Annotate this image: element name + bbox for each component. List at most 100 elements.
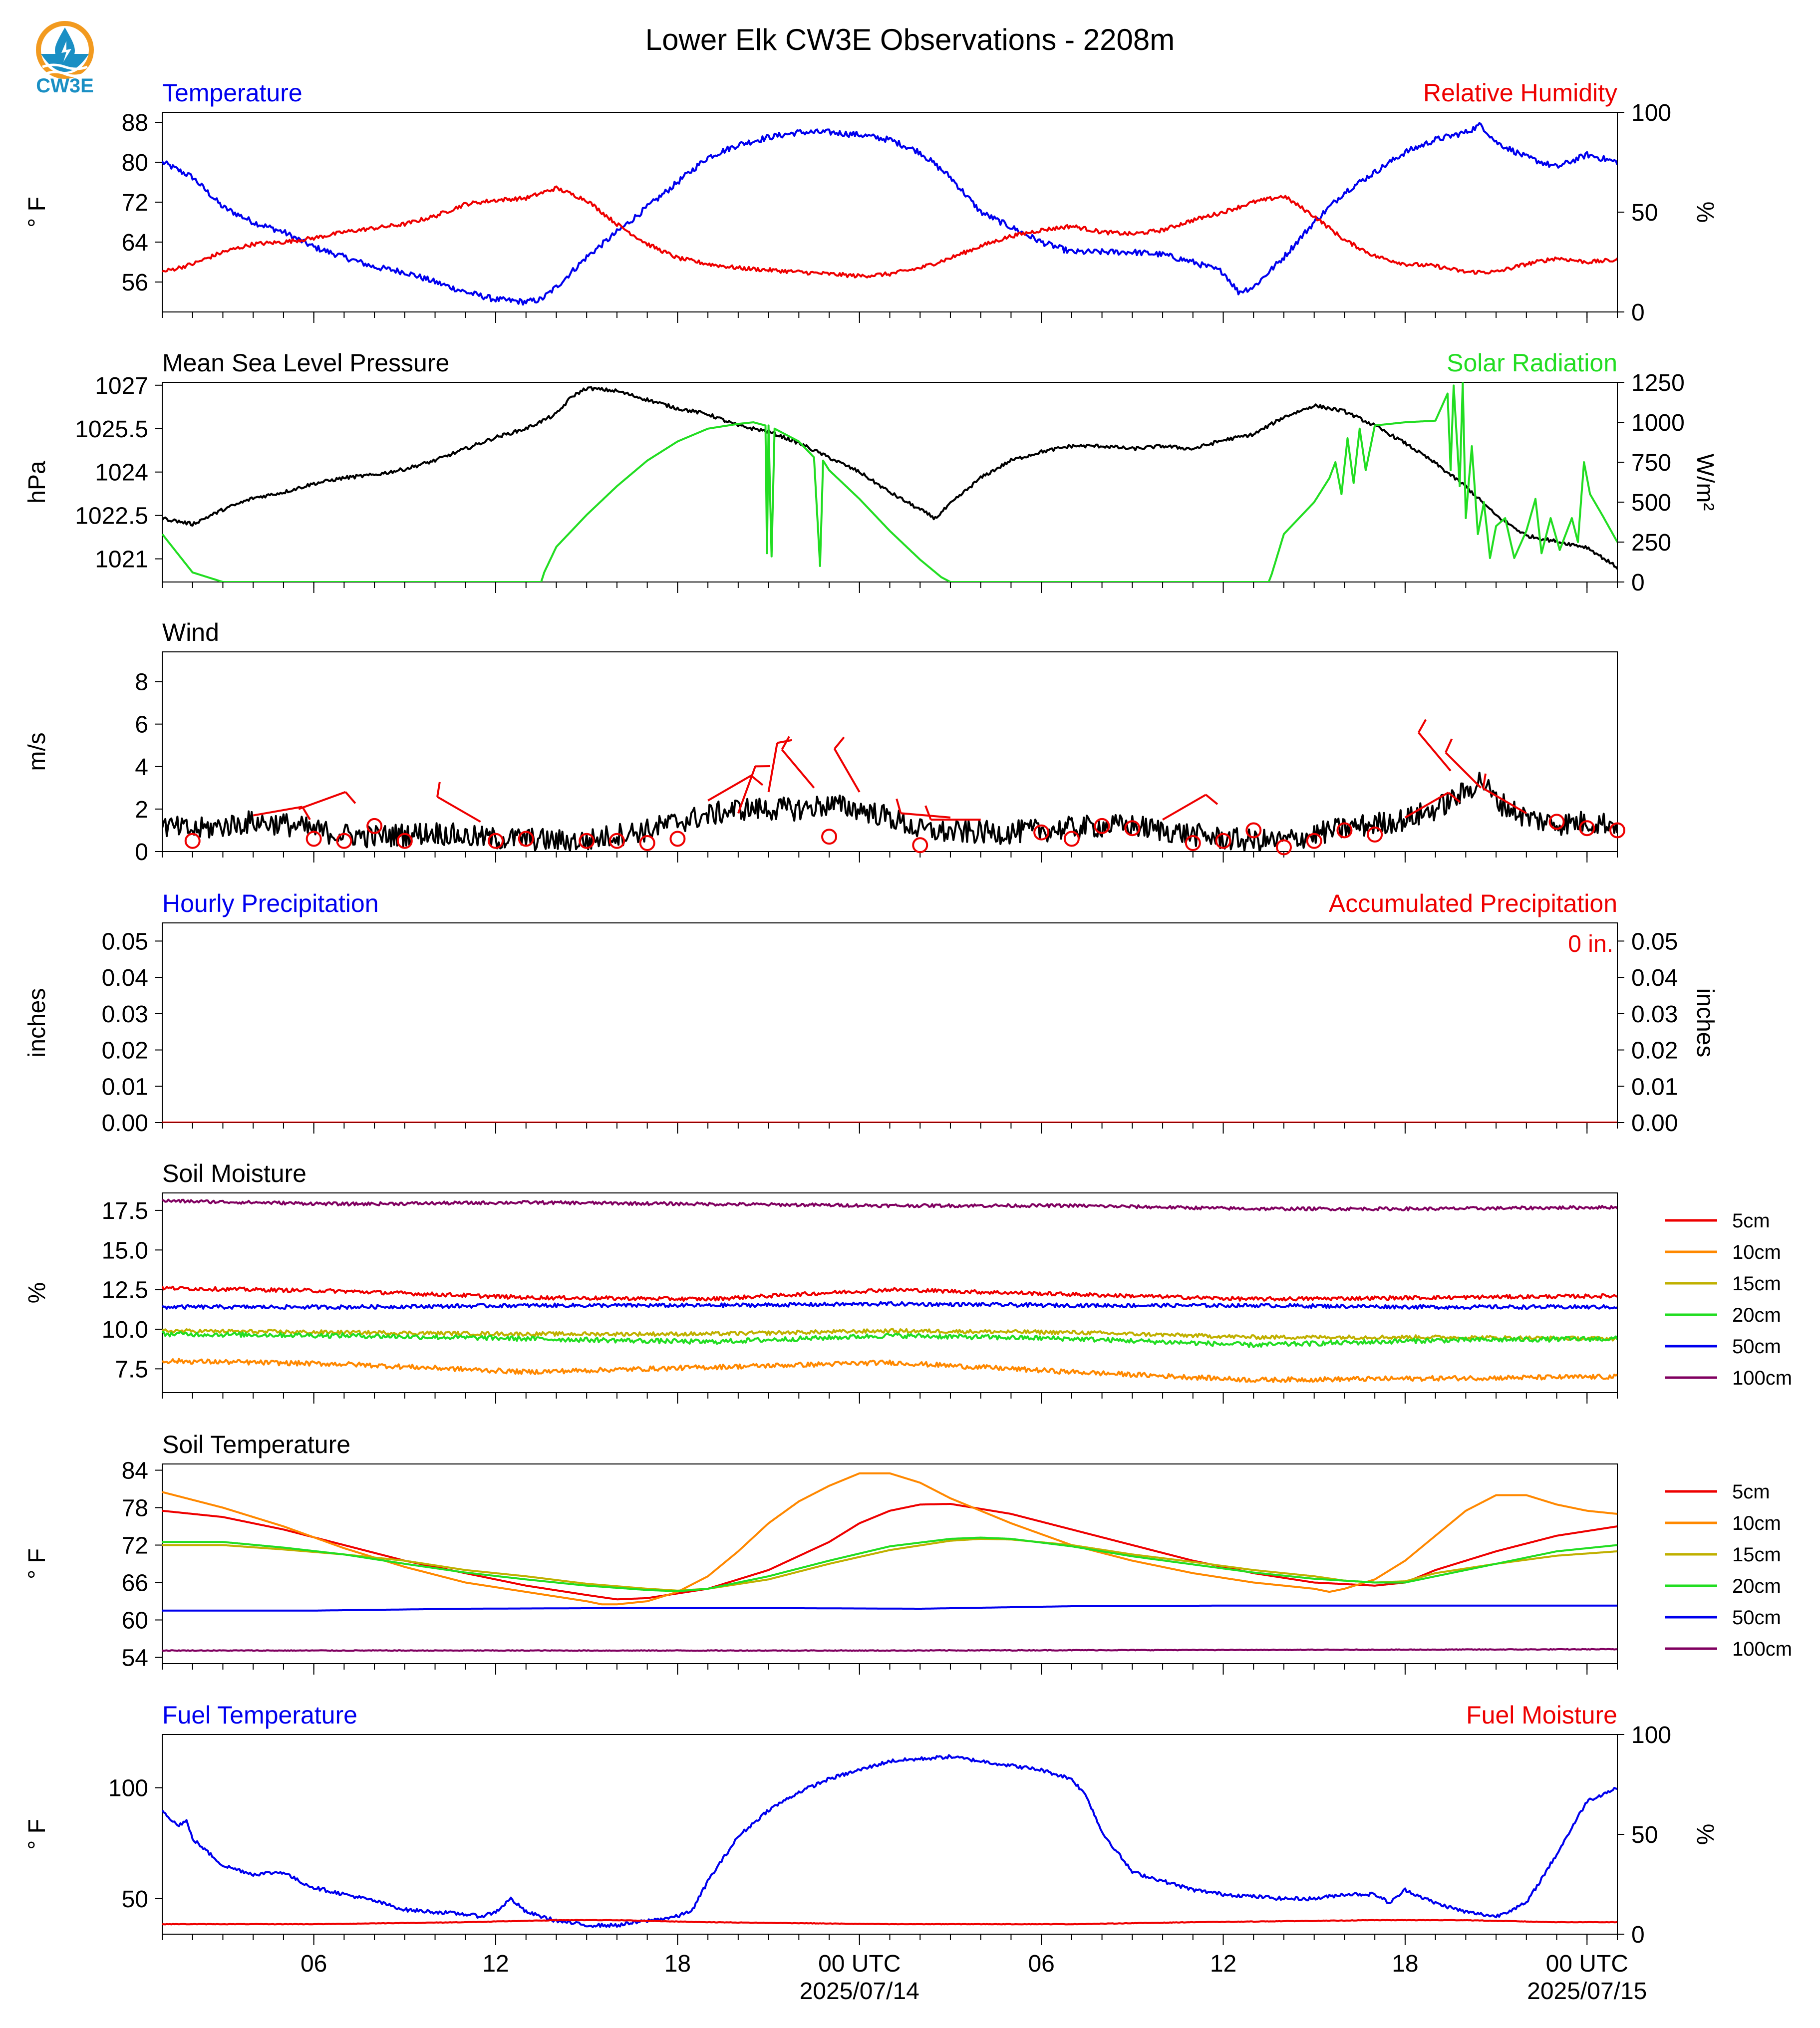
y2-tick-label: 0: [1631, 299, 1645, 326]
y-tick-label: 0.03: [102, 1001, 148, 1028]
wind-barb-calm: [669, 831, 686, 847]
wind-barb: [1404, 792, 1449, 819]
panel-title-right: Solar Radiation: [1447, 349, 1617, 377]
wind-barb: [767, 743, 778, 793]
wind-barb-flag: [750, 775, 764, 786]
y-tick-label: 72: [122, 190, 148, 216]
y-tick-label: 54: [122, 1645, 148, 1672]
x-tick-label: 12: [482, 1951, 509, 1977]
wind-barb-calm: [1306, 833, 1322, 849]
y-tick-label: 60: [122, 1608, 148, 1634]
panel-pressure: Mean Sea Level Pressure Solar Radiation 10…: [24, 349, 1718, 596]
chart-title: Lower Elk CW3E Observations - 2208m: [645, 23, 1175, 56]
y2-tick-label: 0.05: [1631, 928, 1678, 955]
wind-barb-calm: [1124, 820, 1141, 837]
wind-barb: [781, 749, 815, 789]
y-tick-label: 56: [122, 270, 148, 296]
legend-label: 10cm: [1732, 1241, 1781, 1263]
plot-area: [162, 1472, 1617, 1652]
y-tick-label: 0.02: [102, 1038, 148, 1064]
panel-title-left: Mean Sea Level Pressure: [162, 349, 449, 377]
wind-barb: [253, 806, 303, 817]
y-tick-label: 0: [135, 839, 148, 866]
wind-barb-calm: [821, 829, 838, 845]
y-tick-label: 15.0: [102, 1237, 148, 1264]
y-tick-label: 1024: [95, 460, 148, 486]
panel-title-left: Wind: [162, 618, 219, 646]
y-tick-label: 8: [135, 669, 148, 696]
wind-barb-calm: [1336, 822, 1353, 839]
y2-tick-label: 1250: [1631, 370, 1685, 396]
wind-barb-flag: [1448, 792, 1461, 803]
panel-title-right: Fuel Moisture: [1466, 1701, 1617, 1729]
y2-tick-label: 0.04: [1631, 965, 1678, 991]
y-tick-label: 72: [122, 1533, 148, 1559]
panel-fuel: Fuel Temperature Fuel Moisture 06 12 18 00 UT…: [24, 1701, 1718, 2005]
wind-barb-flag: [834, 736, 845, 750]
legend-label: 20cm: [1732, 1304, 1781, 1326]
wind-barb-flag: [1417, 719, 1427, 733]
wind-barb-calm: [912, 837, 928, 854]
wind-barb-flag: [344, 791, 356, 804]
wind-barb: [1418, 732, 1452, 772]
x-date-label: 2025/07/14: [800, 1978, 919, 2005]
wind-barb: [901, 812, 951, 819]
y-tick-label: 0.04: [102, 965, 148, 991]
y-axis-label: ° F: [24, 197, 50, 228]
x-tick-label: 00 UTC: [1546, 1951, 1628, 1977]
series-fuel-temperature: [162, 1754, 1617, 1928]
legend-label: 50cm: [1732, 1336, 1781, 1358]
wind-barb-calm: [1548, 814, 1565, 830]
series-50cm: [162, 1301, 1617, 1310]
legend-label: 15cm: [1732, 1544, 1781, 1566]
y-tick-label: 17.5: [102, 1198, 148, 1224]
y-tick-label: 7.5: [115, 1356, 148, 1383]
wind-barb: [834, 748, 861, 793]
series-50cm: [162, 1604, 1617, 1612]
wind-barb-flag: [777, 739, 792, 744]
wind-barb-calm: [336, 833, 352, 849]
series-5cm: [162, 1503, 1617, 1601]
legend-label: 100cm: [1732, 1367, 1792, 1389]
y-tick-label: 88: [122, 110, 148, 136]
wind-barb-calm: [1094, 818, 1110, 834]
wind-barb-calm: [488, 833, 504, 849]
series-100cm: [162, 1648, 1617, 1652]
panel-temperature: Temperature Relative Humidity 56 64 72 80 88 ° …: [24, 79, 1718, 326]
x-tick-label: 18: [1392, 1951, 1418, 1977]
logo-text: CW3E: [36, 75, 94, 97]
wind-barb-calm: [518, 831, 534, 847]
wind-barb-calm: [1609, 822, 1625, 839]
wind-barb-calm: [396, 833, 413, 849]
y-tick-label: 0.01: [102, 1074, 148, 1100]
wind-barb: [1445, 752, 1482, 789]
panel-soil_temperature: Soil Temperature 54 60 66 72 78 84 ° F 5cm 10cm 15…: [24, 1431, 1792, 1675]
x-tick-label: 12: [1210, 1951, 1236, 1977]
panel-wind: Wind 0 2 4 6 8 m/s: [24, 618, 1625, 866]
x-tick-label: 00 UTC: [818, 1951, 901, 1977]
series-20cm: [162, 1331, 1617, 1348]
y-tick-label: 1022.5: [75, 503, 148, 530]
y-tick-label: 64: [122, 230, 148, 256]
series-fuel-moisture: [162, 1919, 1617, 1926]
x-tick-label: 18: [664, 1951, 691, 1977]
y-tick-label: 1025.5: [75, 416, 148, 443]
y-axis-label: m/s: [24, 732, 50, 771]
plot-area: [162, 382, 1617, 582]
series-relative-humidity: [162, 185, 1617, 279]
legend-label: 10cm: [1732, 1512, 1781, 1534]
y-axis-label: hPa: [24, 461, 50, 504]
panel-title-left: Fuel Temperature: [162, 1701, 357, 1729]
panel-title-left: Hourly Precipitation: [162, 889, 379, 917]
wind-barb-calm: [1579, 820, 1595, 837]
y-tick-label: 12.5: [102, 1277, 148, 1304]
wind-barb-flag: [1482, 773, 1487, 789]
y-tick-label: 78: [122, 1495, 148, 1522]
y2-tick-label: 100: [1631, 1722, 1671, 1748]
series-temperature: [162, 122, 1617, 306]
wind-barb-flag: [924, 805, 932, 820]
y-tick-label: 4: [135, 754, 148, 781]
y2-tick-label: 750: [1631, 450, 1671, 476]
legend-label: 50cm: [1732, 1607, 1781, 1629]
y-tick-label: 0.00: [102, 1110, 148, 1137]
